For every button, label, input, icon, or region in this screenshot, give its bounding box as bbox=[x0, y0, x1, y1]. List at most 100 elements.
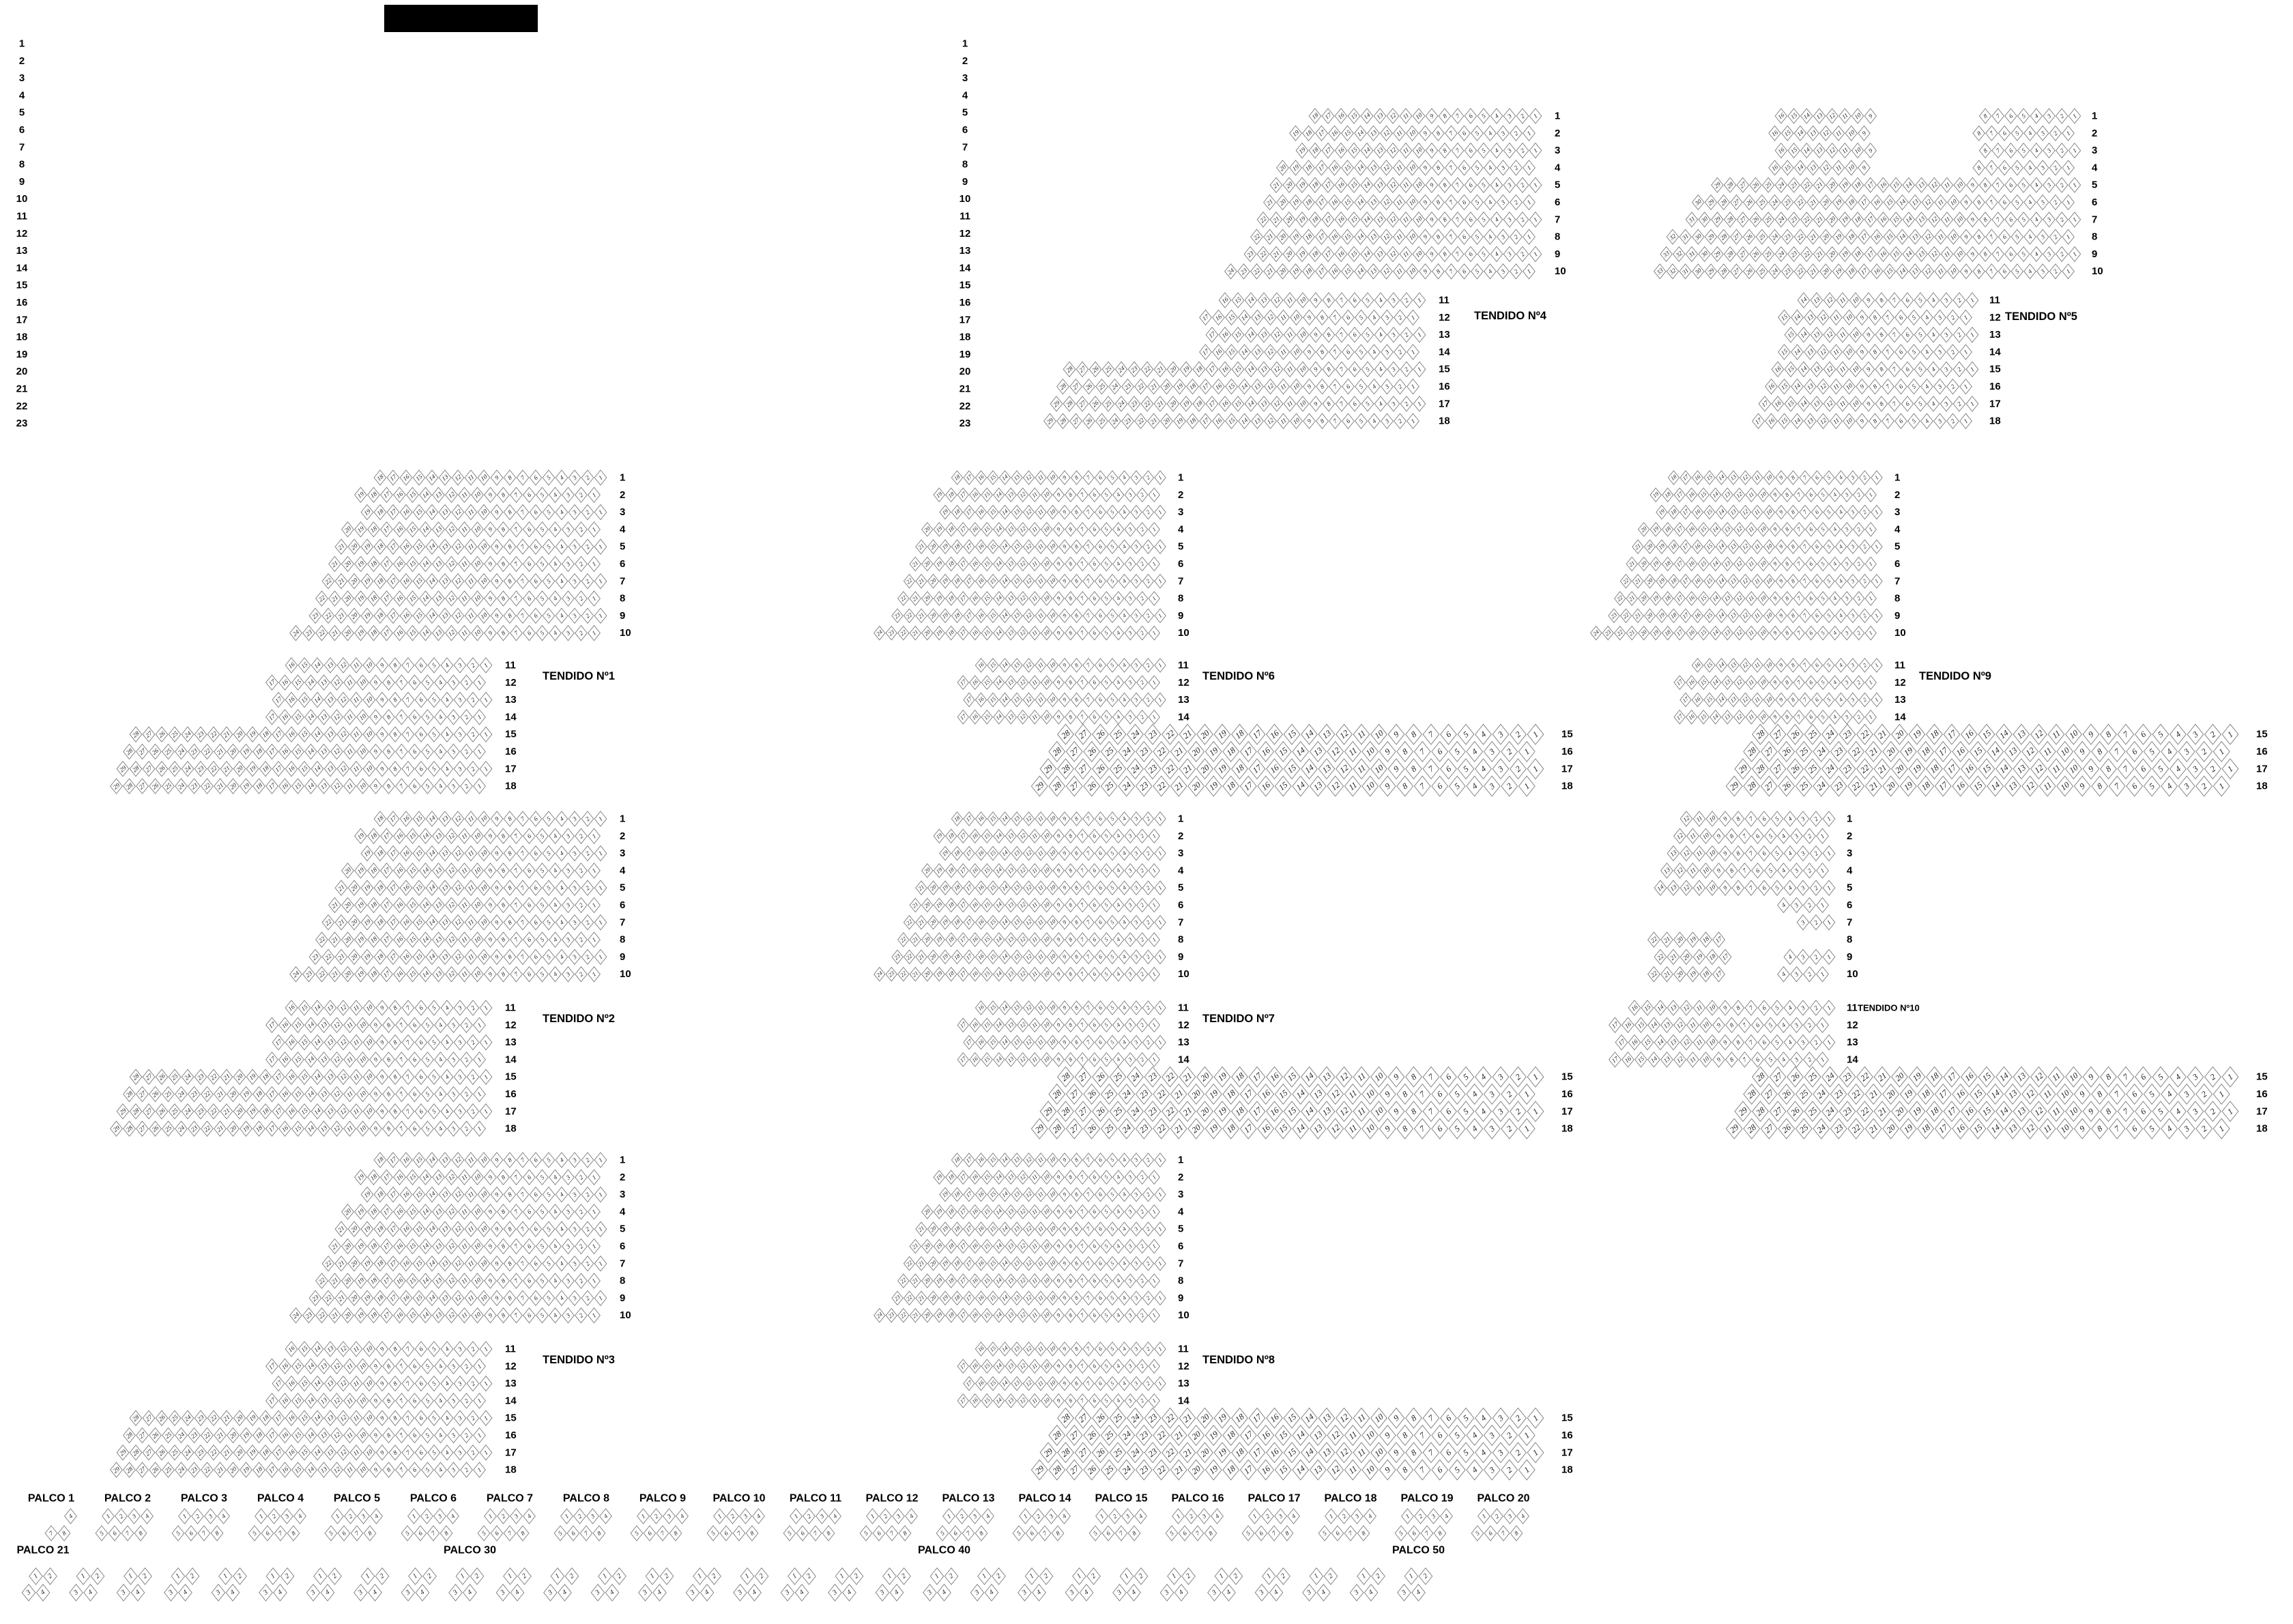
seat[interactable]: 9 bbox=[1858, 160, 1871, 176]
seat[interactable]: 7 bbox=[1082, 845, 1095, 861]
seat[interactable]: 7 bbox=[1076, 522, 1088, 537]
seat[interactable]: 12 bbox=[330, 674, 343, 691]
seat[interactable]: 6 bbox=[1458, 194, 1471, 211]
seat[interactable]: 1 bbox=[1154, 608, 1166, 624]
seat[interactable]: 28 bbox=[1056, 413, 1069, 429]
seat[interactable]: 3 bbox=[1130, 811, 1142, 826]
seat[interactable]: 15 bbox=[981, 828, 993, 844]
seat[interactable]: 6 bbox=[408, 1393, 421, 1409]
seat[interactable]: 11 bbox=[1399, 108, 1413, 124]
seat[interactable]: 16 bbox=[1334, 108, 1348, 124]
seat[interactable]: 5 bbox=[542, 914, 556, 931]
seat[interactable]: 6 bbox=[1894, 413, 1907, 429]
seat[interactable]: 16 bbox=[399, 948, 413, 966]
seat[interactable]: 3 bbox=[562, 828, 575, 845]
seat[interactable]: 6 bbox=[414, 1375, 428, 1392]
seat[interactable]: 28 bbox=[1063, 361, 1076, 377]
seat[interactable]: 24 bbox=[1118, 775, 1136, 797]
seat[interactable]: 16 bbox=[278, 1052, 291, 1068]
seat[interactable]: 1 bbox=[1407, 378, 1419, 395]
seat[interactable]: 11 bbox=[1028, 625, 1041, 641]
seat[interactable]: 32 bbox=[1673, 246, 1686, 262]
seat[interactable]: 19 bbox=[933, 863, 945, 878]
seat[interactable]: 11 bbox=[1028, 522, 1041, 537]
seat[interactable]: 10 bbox=[1046, 504, 1059, 520]
seat[interactable]: 18 bbox=[1302, 125, 1315, 142]
seat[interactable]: 7 bbox=[1329, 344, 1342, 360]
seat[interactable]: 14 bbox=[419, 897, 432, 914]
seat[interactable]: 17 bbox=[265, 1358, 278, 1375]
seat[interactable]: 3 bbox=[1381, 413, 1394, 429]
seat[interactable]: 9 bbox=[490, 811, 504, 827]
seat[interactable]: 8 bbox=[1065, 556, 1077, 572]
seat[interactable]: 9 bbox=[1303, 378, 1316, 395]
seat[interactable]: 26 bbox=[1742, 194, 1756, 211]
seat[interactable]: 16 bbox=[1266, 758, 1283, 780]
seat[interactable]: 3 bbox=[1503, 142, 1516, 159]
seat[interactable]: 18 bbox=[1302, 194, 1315, 211]
seat[interactable]: 11 bbox=[464, 1290, 478, 1307]
seat[interactable]: 2 bbox=[460, 778, 473, 794]
seat[interactable]: 3 bbox=[1124, 487, 1136, 503]
seat[interactable]: 21 bbox=[1179, 758, 1196, 780]
seat[interactable]: 16 bbox=[285, 726, 298, 742]
seat[interactable]: 26 bbox=[149, 743, 162, 760]
seat[interactable]: 14 bbox=[1896, 194, 1909, 211]
seat[interactable]: 17 bbox=[386, 1256, 400, 1272]
seat[interactable]: 10 bbox=[471, 862, 484, 879]
seat[interactable]: 5 bbox=[1471, 263, 1484, 280]
seat[interactable]: 18 bbox=[945, 522, 957, 537]
seat[interactable]: 13 bbox=[1367, 263, 1380, 280]
seat[interactable]: 3 bbox=[568, 1186, 581, 1203]
seat[interactable]: 13 bbox=[1806, 125, 1819, 141]
seat[interactable]: 11 bbox=[1353, 723, 1370, 745]
seat[interactable]: 9 bbox=[1856, 344, 1869, 360]
seat[interactable]: 16 bbox=[393, 487, 406, 504]
seat[interactable]: 7 bbox=[401, 1445, 415, 1461]
seat[interactable]: 11 bbox=[458, 1307, 471, 1324]
seat[interactable]: 9 bbox=[1052, 522, 1065, 537]
seat[interactable]: 11 bbox=[1934, 263, 1947, 280]
seat[interactable]: 8 bbox=[382, 1462, 395, 1478]
seat[interactable]: 24 bbox=[1774, 177, 1788, 193]
seat[interactable]: 5 bbox=[1914, 361, 1927, 377]
seat[interactable]: 13 bbox=[1309, 775, 1327, 797]
seat[interactable]: 3 bbox=[1124, 828, 1136, 844]
seat[interactable]: 7 bbox=[510, 521, 523, 538]
seat[interactable]: 2 bbox=[575, 828, 588, 845]
seat[interactable]: 8 bbox=[497, 1238, 510, 1255]
seat[interactable]: 7 bbox=[1082, 608, 1095, 624]
seat[interactable]: 12 bbox=[1270, 326, 1284, 343]
seat[interactable]: 13 bbox=[323, 1375, 337, 1392]
seat[interactable]: 12 bbox=[1017, 556, 1029, 572]
seat[interactable]: 2 bbox=[1946, 344, 1959, 360]
seat[interactable]: 4 bbox=[555, 811, 568, 827]
seat[interactable]: 11 bbox=[1393, 194, 1406, 211]
seat[interactable]: 13 bbox=[1373, 142, 1387, 159]
seat[interactable]: 9 bbox=[1425, 108, 1439, 124]
seat[interactable]: 12 bbox=[1921, 229, 1935, 245]
seat[interactable]: 11 bbox=[1832, 160, 1845, 176]
seat[interactable]: 12 bbox=[451, 469, 465, 486]
seat[interactable]: 17 bbox=[380, 1238, 393, 1255]
seat[interactable]: 13 bbox=[1005, 625, 1017, 641]
seat[interactable]: 16 bbox=[1334, 142, 1348, 159]
seat[interactable]: 2 bbox=[1400, 326, 1413, 343]
seat[interactable]: 21 bbox=[214, 1086, 227, 1103]
seat[interactable]: 4 bbox=[440, 691, 454, 708]
seat[interactable]: 3 bbox=[2043, 177, 2056, 193]
seat[interactable]: 1 bbox=[594, 1186, 607, 1203]
seat[interactable]: 9 bbox=[1966, 246, 1979, 262]
seat[interactable]: 17 bbox=[1315, 263, 1328, 280]
seat[interactable]: 2 bbox=[466, 1341, 480, 1357]
seat[interactable]: 2 bbox=[2049, 160, 2062, 176]
seat[interactable]: 19 bbox=[1179, 361, 1193, 377]
seat[interactable]: 5 bbox=[1471, 160, 1484, 176]
seat[interactable]: 15 bbox=[1787, 108, 1800, 124]
seat[interactable]: 3 bbox=[1492, 723, 1510, 745]
seat[interactable]: 16 bbox=[1218, 326, 1232, 343]
seat[interactable]: 13 bbox=[432, 897, 445, 914]
seat[interactable]: 9 bbox=[490, 1290, 504, 1307]
seat[interactable]: 10 bbox=[1406, 263, 1419, 280]
seat[interactable]: 11 bbox=[464, 914, 478, 931]
